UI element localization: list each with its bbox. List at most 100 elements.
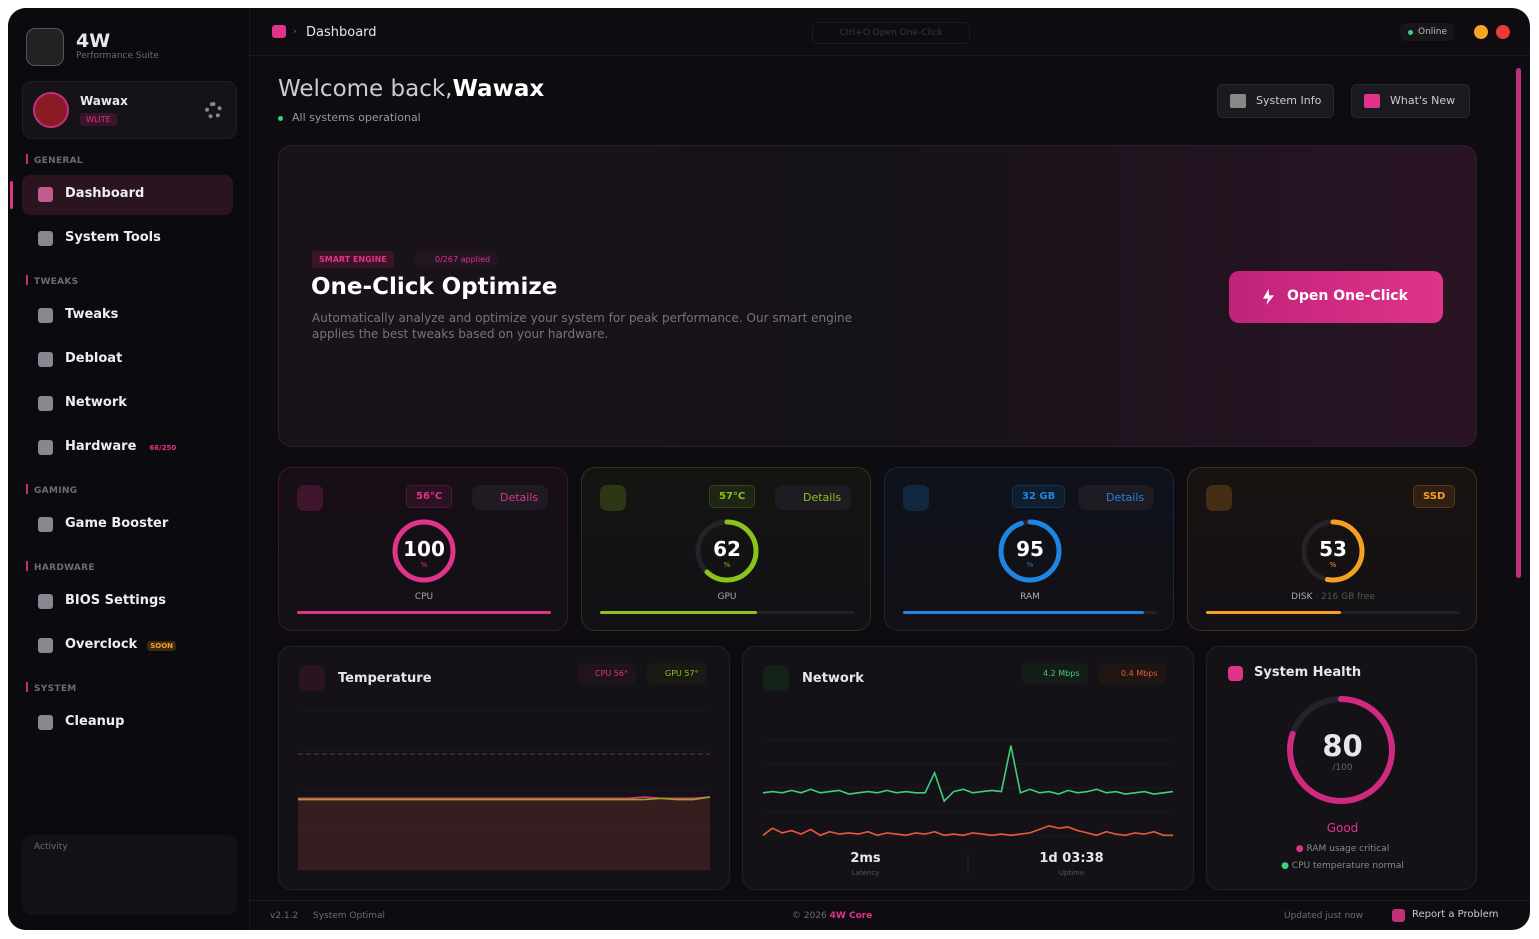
copyright-text: © 2026	[792, 911, 827, 921]
stat-icon	[1206, 485, 1232, 511]
system-state: System Optimal	[313, 911, 386, 921]
hero-tag: SMART ENGINE	[312, 251, 394, 268]
section-title: TWEAKS	[25, 275, 79, 287]
nav-item[interactable]: Game Booster	[22, 505, 233, 545]
note-text: CPU temperature normal	[1291, 861, 1404, 871]
progress-bar	[903, 611, 1145, 614]
note-text: RAM usage critical	[1306, 844, 1390, 854]
latency-value: 2ms	[850, 851, 881, 866]
nav-item[interactable]: Cleanup	[22, 703, 233, 743]
details-button[interactable]: Details	[1078, 485, 1155, 510]
stat-badge: 56°C	[406, 485, 453, 508]
health-arc	[1287, 696, 1395, 804]
stat-icon	[600, 485, 626, 511]
stat-badge: 57°C	[709, 485, 756, 508]
active-indicator	[10, 181, 13, 209]
close-button[interactable]	[1496, 25, 1510, 39]
stat-value: 62	[713, 537, 741, 561]
line	[298, 796, 711, 800]
nav-item[interactable]: Network	[22, 384, 233, 424]
section-title: HARDWARE	[26, 561, 95, 573]
nav-badge: SOON	[147, 641, 177, 651]
nav-label: System Tools	[65, 230, 161, 245]
nav-item[interactable]: Debloat	[22, 340, 233, 380]
greeting-text: Welcome back,	[278, 76, 453, 102]
open-one-click-button[interactable]: Open One-Click	[1229, 271, 1443, 323]
latency-label: Latency	[851, 869, 880, 877]
nav-item[interactable]: BIOS Settings	[22, 582, 233, 622]
nav-label: Dashboard	[65, 186, 145, 201]
gauge	[998, 519, 1062, 583]
stat-unit: %	[1026, 561, 1034, 569]
line	[298, 796, 711, 801]
progress-bar	[1206, 611, 1341, 614]
section-title: GENERAL	[26, 154, 83, 166]
stat-card: 57°C Details 62% GPU	[581, 467, 871, 631]
brand: 4W	[76, 30, 111, 52]
whats-new-button[interactable]: What's New	[1351, 84, 1471, 118]
stat-card: SSD 53% DISK · 216 GB free	[1187, 467, 1477, 631]
stat-icon	[903, 485, 929, 511]
hero-card: SMART ENGINE 0/267 applied One-Click Opt…	[278, 145, 1477, 447]
nav-label: Debloat	[65, 351, 123, 366]
uptime-value: 1d 03:38	[1039, 851, 1104, 866]
section-title: SYSTEM	[26, 682, 77, 694]
user-name: Wawax	[80, 94, 128, 108]
nav-item[interactable]: Hardware 66/250	[22, 428, 233, 468]
greeting-user: Wawax	[452, 76, 545, 102]
stat-label-row: CPU	[279, 592, 569, 602]
details-button[interactable]: Details	[775, 485, 852, 510]
stat-value: 100	[403, 537, 445, 561]
system-status: All systems operational	[278, 111, 421, 124]
legend-cpu: CPU 56°	[577, 663, 636, 684]
user-card: Wawax WLITE	[22, 81, 237, 139]
gauge	[695, 519, 759, 583]
tagline: Performance Suite	[76, 51, 159, 61]
network-card: Network 4.2 Mbps 0.4 Mbps 2ms Latency 1d…	[742, 646, 1194, 890]
nav-label: Overclock	[65, 637, 138, 652]
stat-unit: %	[723, 561, 731, 569]
stat-card: 56°C Details 100% CPU	[278, 467, 568, 631]
stat-label: RAM	[1020, 592, 1040, 602]
settings-button[interactable]	[205, 102, 222, 119]
card-title: Network	[802, 671, 864, 686]
details-button[interactable]: Details	[472, 485, 549, 510]
footer-brand: 4W Core	[829, 911, 873, 921]
health-card: System Health 80 /100 Good ● RAM usage c…	[1206, 646, 1477, 890]
nav-label: Hardware	[65, 439, 137, 454]
button-label: Report a Problem	[1412, 909, 1499, 920]
minimize-button[interactable]	[1474, 25, 1488, 39]
health-max: /100	[1332, 763, 1353, 773]
uptime-label: Uptime	[1058, 869, 1085, 877]
updated: Updated just now	[1284, 911, 1364, 921]
nav-badge: 66/250	[149, 444, 177, 452]
stat-label: CPU	[414, 592, 434, 602]
stat-label-row: GPU	[582, 592, 872, 602]
nav-item[interactable]: Dashboard	[22, 175, 233, 215]
nav-label: BIOS Settings	[65, 593, 167, 608]
app-window: 4W Performance Suite Wawax WLITE GENERAL…	[8, 8, 1530, 930]
health-status: Good	[1326, 821, 1359, 835]
nav-label: Network	[65, 395, 127, 410]
stat-icon	[297, 485, 323, 511]
nav-item[interactable]: Tweaks	[22, 296, 233, 336]
gauge-arc	[392, 519, 456, 583]
status-text: All systems operational	[292, 111, 421, 124]
line	[762, 745, 1174, 803]
gauge-arc	[695, 519, 759, 583]
nav-label: Tweaks	[65, 307, 119, 322]
report-button[interactable]: Report a Problem	[1392, 909, 1499, 922]
stat-sub: · 216 GB free	[1315, 592, 1375, 602]
card-title: System Health	[1254, 665, 1362, 680]
sidebar: 4W Performance Suite Wawax WLITE GENERAL…	[8, 8, 250, 930]
breadcrumb: Dashboard	[306, 25, 377, 40]
nav-item[interactable]: System Tools	[22, 219, 233, 259]
home-icon[interactable]	[272, 25, 286, 38]
hero-description: Automatically analyze and optimize your …	[312, 311, 853, 341]
greeting: Welcome back,Wawax	[278, 76, 544, 102]
temp-icon	[299, 665, 325, 691]
nav-item[interactable]: Overclock SOON	[22, 626, 233, 666]
system-info-button[interactable]: System Info	[1217, 84, 1335, 118]
gauge	[1301, 519, 1365, 583]
